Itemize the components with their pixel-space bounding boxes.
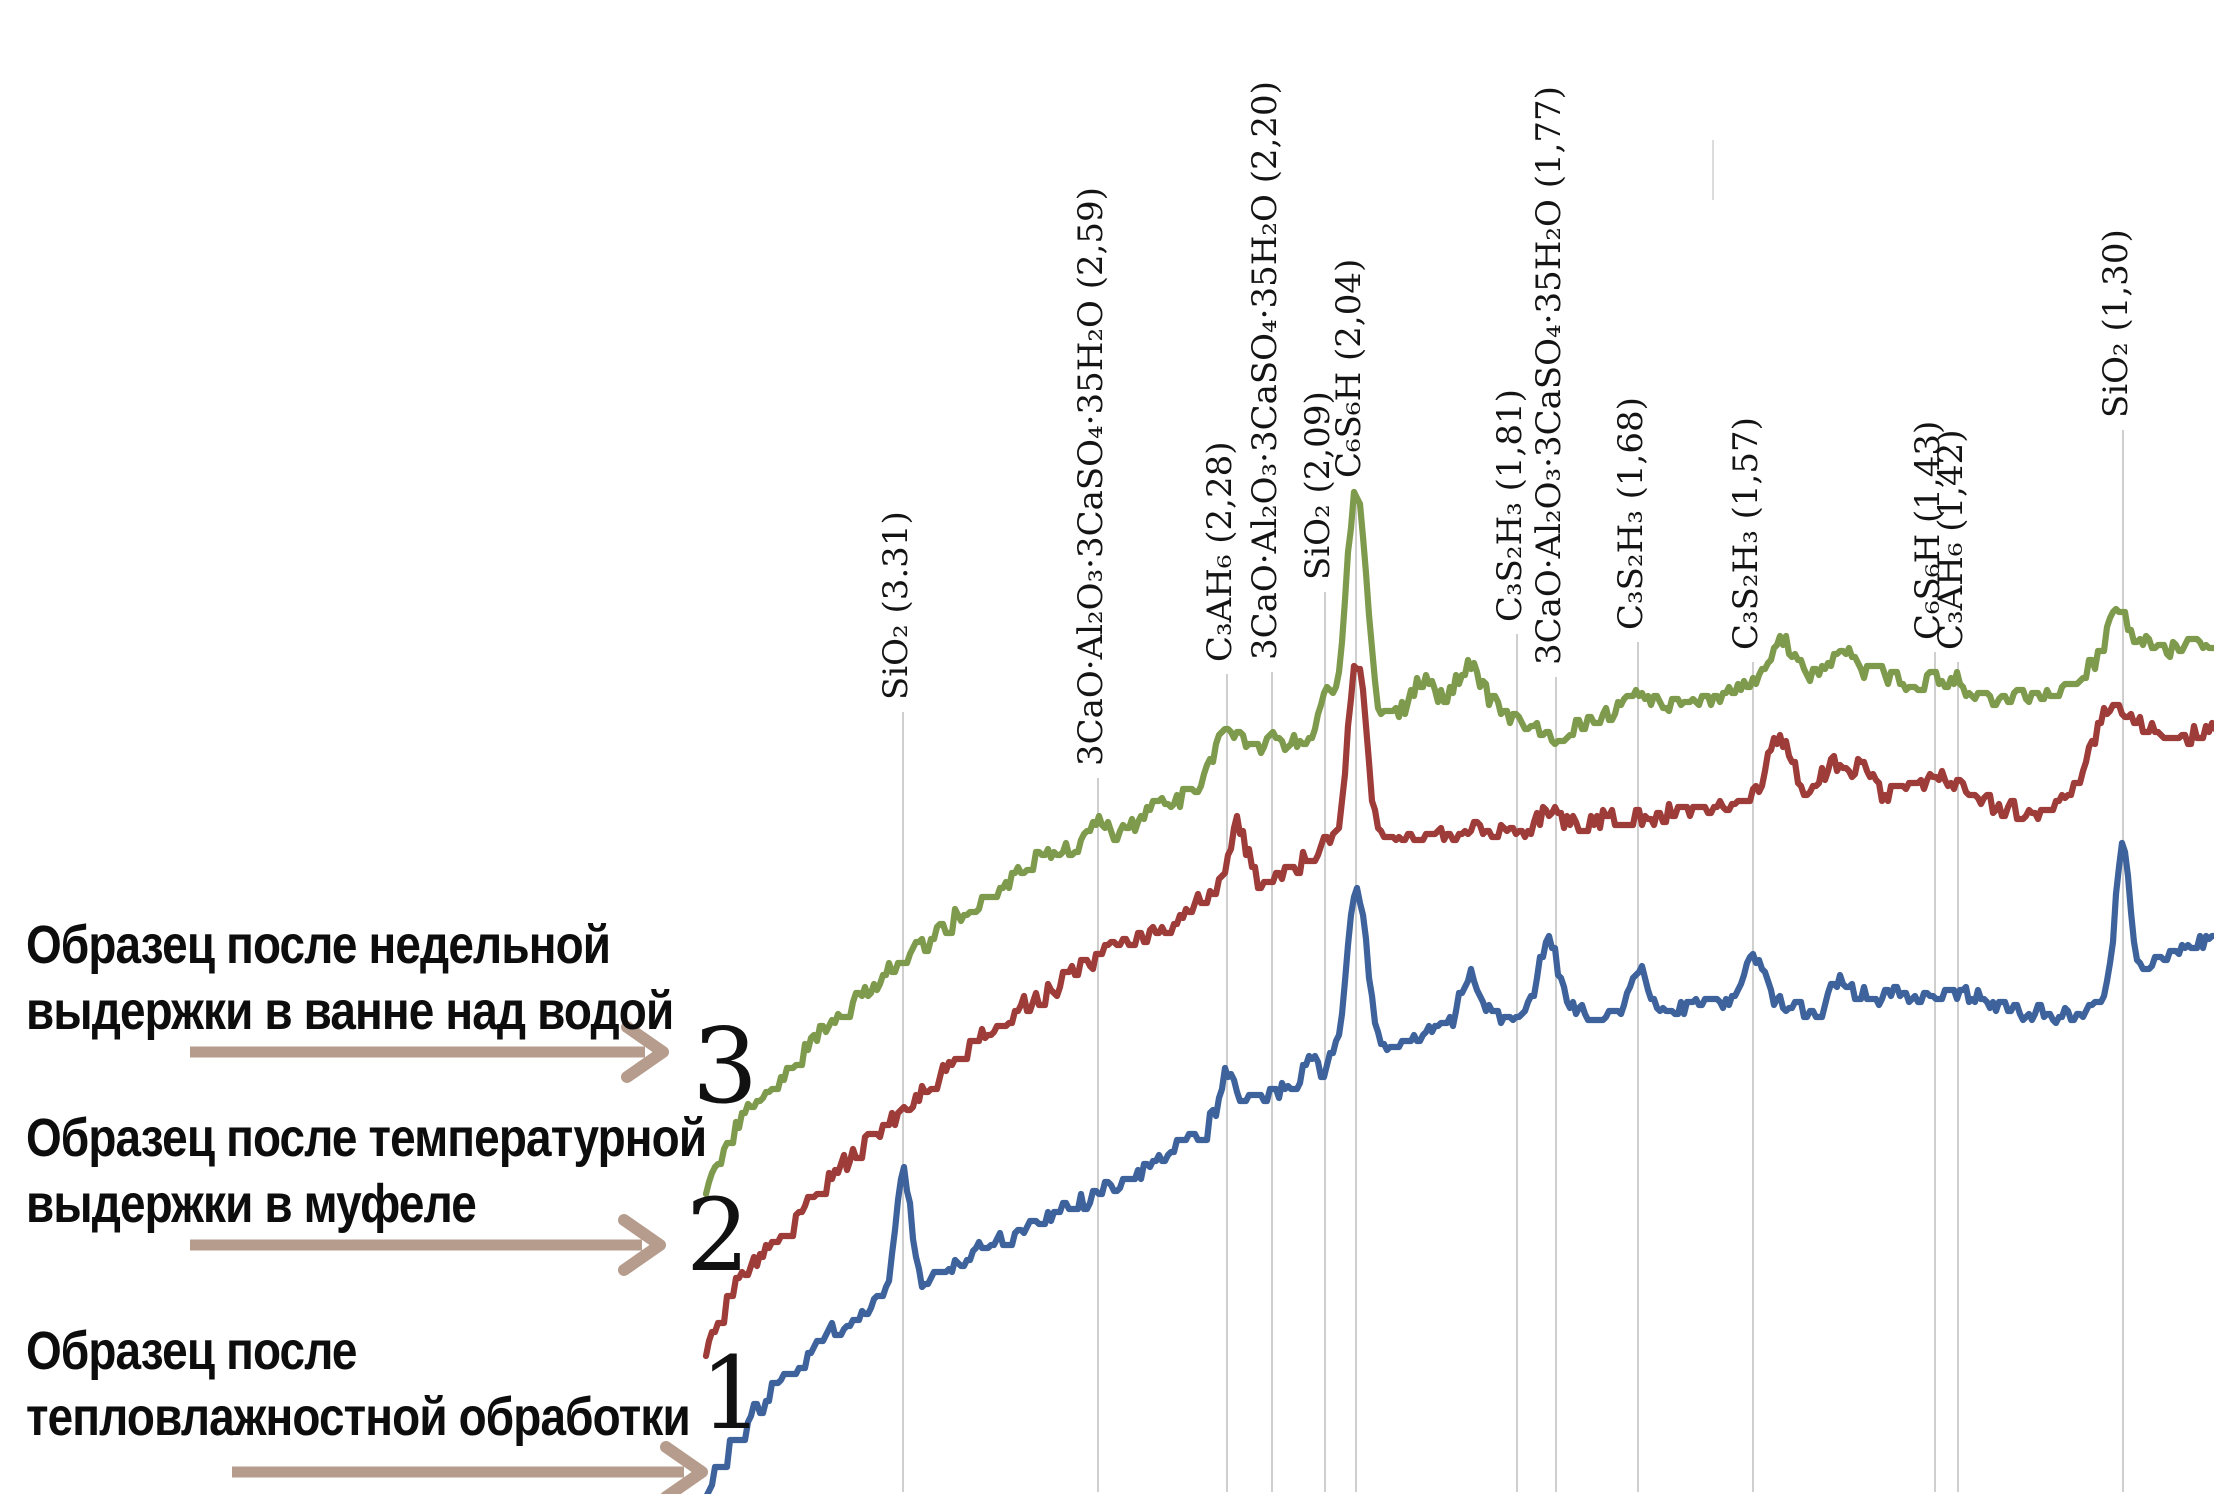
annotation-arrow-head: [660, 1441, 708, 1494]
peak-label: C₆S₆H (2,04): [1329, 258, 1369, 478]
annotation-sample-1: Образец после тепловлажностной обработки: [26, 1318, 691, 1450]
annotation-sample-2: Образец после температурной выдержки в м…: [26, 1105, 707, 1237]
annotation-text-line: Образец после: [26, 1321, 357, 1381]
trace-number-3: 3: [692, 1005, 759, 1127]
peak-label: 3CaO·Al₂O₃·3CaSO₄·35H₂O (1,77): [1529, 86, 1569, 665]
annotation-text-line: тепловлажностной обработки: [26, 1387, 691, 1447]
annotation-text-line: выдержки в ванне над водой: [26, 981, 674, 1041]
peak-label: SiO₂ (1,30): [2096, 229, 2136, 418]
peak-label: C₃S₂H₃ (1,68): [1611, 397, 1651, 630]
annotation-text-line: выдержки в муфеле: [26, 1174, 477, 1234]
xrd-trace-2: [702, 662, 2214, 1360]
peak-label: C₃S₂H₃ (1,57): [1726, 417, 1766, 650]
peak-label: C₃S₂H₃ (1,81): [1490, 389, 1530, 622]
peak-label: SiO₂ (3.31): [876, 511, 916, 700]
annotation-text-line: Образец после недельной: [26, 915, 611, 975]
peak-label: 3CaO·Al₂O₃·3CaSO₄·35H₂O (2,59): [1071, 187, 1111, 766]
peak-label: C₃AH₆ (1,42): [1931, 429, 1971, 650]
xrd-trace-3: [702, 488, 2214, 1198]
xrd-trace-1: [704, 839, 2214, 1494]
peak-label: 3CaO·Al₂O₃·3CaSO₄·35H₂O (2,20): [1245, 81, 1285, 660]
annotation-arrow-head: [618, 1214, 666, 1276]
trace-number-2: 2: [686, 1177, 750, 1294]
peak-label: C₃AH₆ (2,28): [1200, 441, 1240, 662]
trace-number-1: 1: [700, 1335, 764, 1452]
annotation-text-line: Образец после температурной: [26, 1108, 707, 1168]
annotation-sample-3: Образец после недельной выдержки в ванне…: [26, 912, 674, 1044]
annotation-arrow-head: [621, 1021, 669, 1083]
